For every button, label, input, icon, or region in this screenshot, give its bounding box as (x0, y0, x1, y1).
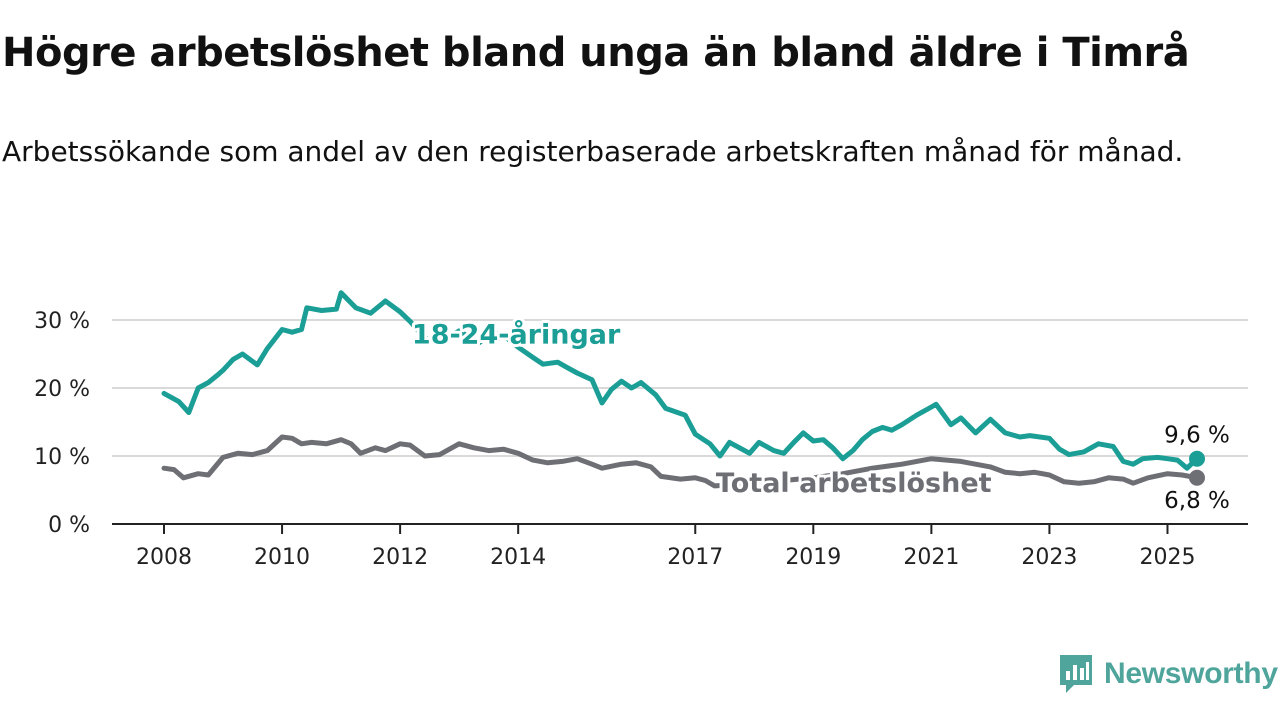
x-tick-label: 2017 (667, 545, 723, 570)
y-tick-label: 20 % (34, 377, 90, 402)
brand-logo[interactable]: Newsworthy (1058, 652, 1278, 696)
series-line-18-24 (161, 290, 1200, 471)
newsworthy-logo-icon (1060, 655, 1092, 693)
x-tick-label: 2012 (372, 545, 428, 570)
y-tick-label: 10 % (34, 445, 90, 470)
y-tick-label: 30 % (34, 309, 90, 334)
x-tick-label: 2019 (785, 545, 841, 570)
label-total: Total arbetslöshet (716, 468, 992, 499)
series-labels: 18-24-åringar Total arbetslöshet 9,6 % 6,8 … (409, 316, 1232, 517)
x-tick-label: 2008 (136, 545, 192, 570)
end-point-18-24 (1189, 450, 1205, 467)
y-tick-label: 0 % (48, 513, 90, 538)
x-axis: 2008 2010 2012 2014 2017 2019 2021 2023 2025 (112, 523, 1248, 570)
chart-subtitle: Arbetssökande som andel av den registerb… (2, 135, 1184, 168)
x-tick-label: 2023 (1021, 545, 1077, 570)
brand-name: Newsworthy (1104, 657, 1278, 690)
x-tick-label: 2010 (254, 545, 310, 570)
x-tick-label: 2021 (903, 545, 959, 570)
series-line-total (161, 434, 1200, 489)
end-label-18-24: 9,6 % (1164, 423, 1230, 449)
end-point-total (1189, 469, 1205, 486)
x-tick-label: 2014 (490, 545, 546, 570)
label-18-24: 18-24-åringar (412, 319, 621, 351)
end-label-total: 6,8 % (1164, 488, 1230, 514)
series-lines (161, 290, 1205, 489)
y-axis: 0 % 10 % 20 % 30 % (34, 309, 90, 538)
x-tick-label: 2025 (1139, 545, 1195, 570)
chart-title: Högre arbetslöshet bland unga än bland ä… (2, 30, 1190, 76)
